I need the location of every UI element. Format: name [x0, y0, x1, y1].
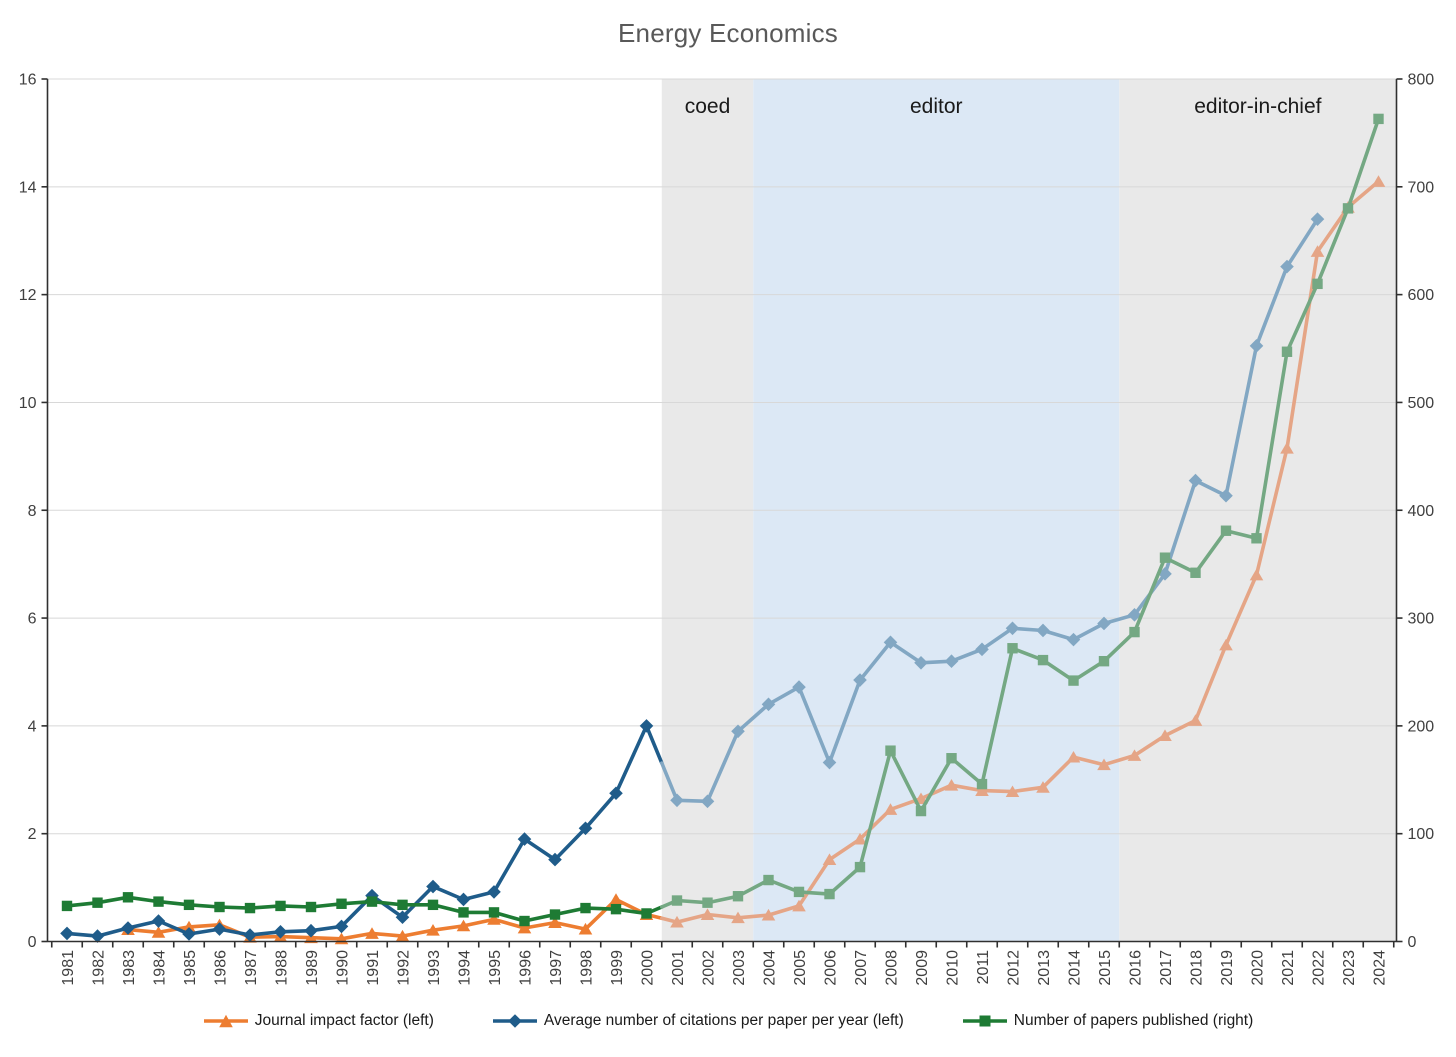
y-axis-left-tick-label: 10	[19, 395, 37, 412]
y-axis-right-tick-label: 800	[1408, 72, 1435, 89]
x-axis-year-label: 1990	[335, 950, 352, 986]
y-axis-right-tick-label: 500	[1408, 395, 1435, 412]
series-number-of-papers-published	[61, 113, 1384, 927]
y-axis-left-tick-label: 0	[28, 934, 37, 951]
series-average-number-of-citations-per-paper-per-year	[60, 212, 1325, 943]
legend-label: Number of papers published (right)	[1013, 1012, 1254, 1029]
axis-tick-labels: 0 2 4 6 8 10 12 14 16 0 100 200 300 400 500 600 700 800 19…	[19, 72, 1435, 986]
x-axis-year-label: 2008	[884, 950, 901, 986]
y-axis-right-tick-label: 200	[1408, 718, 1435, 735]
x-axis-year-label: 2020	[1250, 950, 1267, 986]
x-axis-year-label: 1984	[152, 950, 169, 986]
x-axis-year-label: 1993	[426, 950, 443, 986]
x-axis-year-label: 1992	[396, 950, 413, 986]
x-axis-year-label: 2003	[731, 950, 748, 986]
legend-item-impact-factor: Journal impact factor (left)	[203, 1012, 434, 1030]
x-axis-year-label: 2011	[975, 950, 992, 985]
x-axis-year-label: 1999	[609, 950, 626, 986]
y-axis-left-tick-label: 4	[28, 718, 37, 735]
region-label-editor-in-chief: editor-in-chief	[1194, 95, 1321, 118]
legend: Journal impact factor (left) Average num…	[0, 1012, 1456, 1030]
x-axis-year-label: 2002	[701, 950, 718, 986]
x-axis-year-label: 2009	[914, 950, 931, 986]
x-axis-year-label: 2018	[1189, 950, 1206, 986]
x-axis-year-label: 2016	[1128, 950, 1145, 986]
x-axis-year-label: 2004	[762, 950, 779, 986]
x-axis-year-label: 2014	[1067, 950, 1084, 986]
x-axis-year-label: 2017	[1158, 950, 1175, 986]
x-axis-year-label: 1989	[304, 950, 321, 986]
x-axis-year-label: 2007	[853, 950, 870, 986]
x-axis-year-label: 1996	[518, 950, 535, 986]
y-axis-left-tick-label: 8	[28, 503, 37, 520]
x-axis-year-label: 1998	[579, 950, 596, 986]
x-axis-year-label: 2024	[1372, 950, 1389, 986]
y-axis-right-tick-label: 0	[1408, 934, 1417, 951]
x-axis-year-label: 2005	[792, 950, 809, 986]
x-axis-year-label: 1997	[548, 950, 565, 986]
x-axis-year-label: 2000	[640, 950, 657, 986]
diamond-marker-icon	[492, 1013, 538, 1029]
x-axis-year-label: 1981	[60, 950, 77, 986]
y-axis-left-tick-label: 2	[28, 826, 37, 843]
y-axis-left-tick-label: 6	[28, 611, 37, 628]
x-axis-year-label: 1985	[182, 950, 199, 986]
chart-title: Energy Economics	[618, 18, 838, 48]
x-axis-year-label: 2001	[670, 950, 687, 986]
x-axis-year-label: 2015	[1097, 950, 1114, 986]
x-axis-year-label: 1982	[91, 950, 108, 986]
y-axis-right-tick-label: 700	[1408, 179, 1435, 196]
y-axis-right-tick-label: 300	[1408, 611, 1435, 628]
legend-item-citations: Average number of citations per paper pe…	[492, 1012, 904, 1030]
y-axis-left-tick-label: 16	[19, 72, 37, 89]
x-axis-year-label: 2010	[945, 950, 962, 986]
triangle-marker-icon	[203, 1013, 249, 1029]
legend-item-papers: Number of papers published (right)	[962, 1012, 1254, 1030]
y-axis-left-tick-label: 14	[19, 179, 37, 196]
y-axis-left-tick-label: 12	[19, 287, 37, 304]
square-marker-icon	[962, 1013, 1008, 1029]
axes	[41, 78, 1403, 948]
x-axis-year-label: 2021	[1280, 950, 1297, 986]
x-axis-year-label: 1994	[457, 950, 474, 986]
x-axis-year-label: 2012	[1006, 950, 1023, 986]
region-label-editor: editor	[910, 95, 963, 118]
x-axis-year-label: 1988	[274, 950, 291, 986]
x-axis-year-label: 2022	[1311, 950, 1328, 986]
x-axis-year-label: 2023	[1341, 950, 1358, 986]
legend-label: Journal impact factor (left)	[254, 1012, 434, 1029]
y-axis-right-tick-label: 100	[1408, 826, 1435, 843]
x-axis-year-label: 1983	[121, 950, 138, 986]
y-axis-right-tick-label: 400	[1408, 503, 1435, 520]
x-axis-year-label: 1995	[487, 950, 504, 986]
gridlines	[47, 78, 1397, 835]
x-axis-year-label: 2006	[823, 950, 840, 986]
x-axis-year-label: 2019	[1219, 950, 1236, 986]
x-axis-year-label: 1991	[365, 950, 382, 986]
region-label-coed: coed	[685, 95, 731, 118]
legend-label: Average number of citations per paper pe…	[543, 1012, 904, 1029]
x-axis-year-label: 1987	[243, 950, 260, 986]
x-axis-year-label: 2013	[1036, 950, 1053, 986]
x-axis-year-label: 1986	[213, 950, 230, 986]
y-axis-right-tick-label: 600	[1408, 287, 1435, 304]
